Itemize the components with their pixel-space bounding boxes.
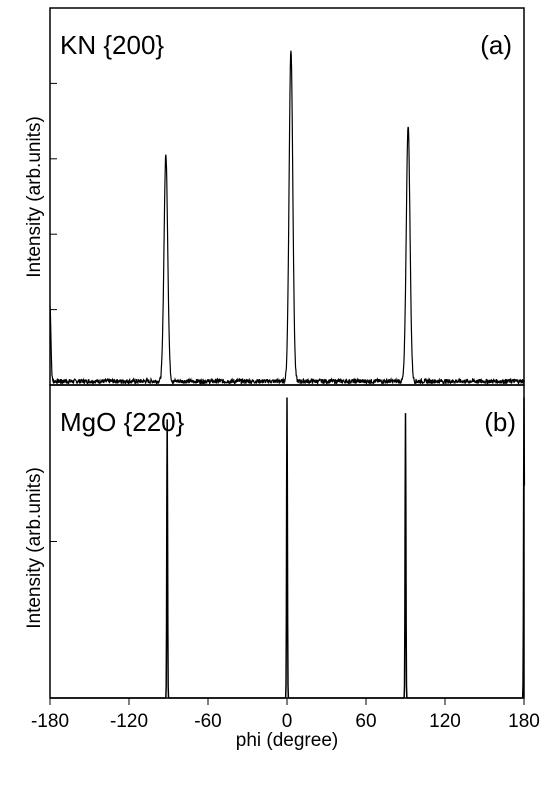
- panel-b-annotation: MgO {220}: [60, 407, 185, 437]
- x-tick-label-2: -60: [194, 711, 221, 732]
- x-tick-label-0: -180: [31, 711, 69, 732]
- panel-b-x-ticks: -180 -120 -60 0 60 120 180: [31, 698, 540, 732]
- panel-b-y-axis-label: Intensity (arb.units): [24, 467, 45, 629]
- x-tick-label-5: 120: [429, 711, 461, 732]
- panel-b-panel-label: (b): [484, 407, 516, 437]
- panel-a-series-line: [49, 50, 525, 386]
- panel-a-kn-200: KN {200} (a) Intensity (arb.units): [24, 7, 525, 386]
- x-tick-label-4: 60: [355, 711, 376, 732]
- panel-a-panel-label: (a): [480, 30, 512, 60]
- panel-a-y-axis-label: Intensity (arb.units): [24, 116, 45, 278]
- x-tick-label-6: 180: [508, 711, 540, 732]
- panel-b-series-line: [50, 397, 526, 699]
- panel-b-mgo-220: -180 -120 -60 0 60 120 180 MgO {220} (b) Inten…: [24, 384, 540, 751]
- panel-b-y-ticks: [50, 541, 57, 699]
- x-tick-label-1: -120: [110, 711, 148, 732]
- x-tick-label-3: 0: [282, 711, 293, 732]
- x-axis-label: phi (degree): [236, 730, 338, 751]
- panel-a-annotation: KN {200}: [60, 30, 164, 60]
